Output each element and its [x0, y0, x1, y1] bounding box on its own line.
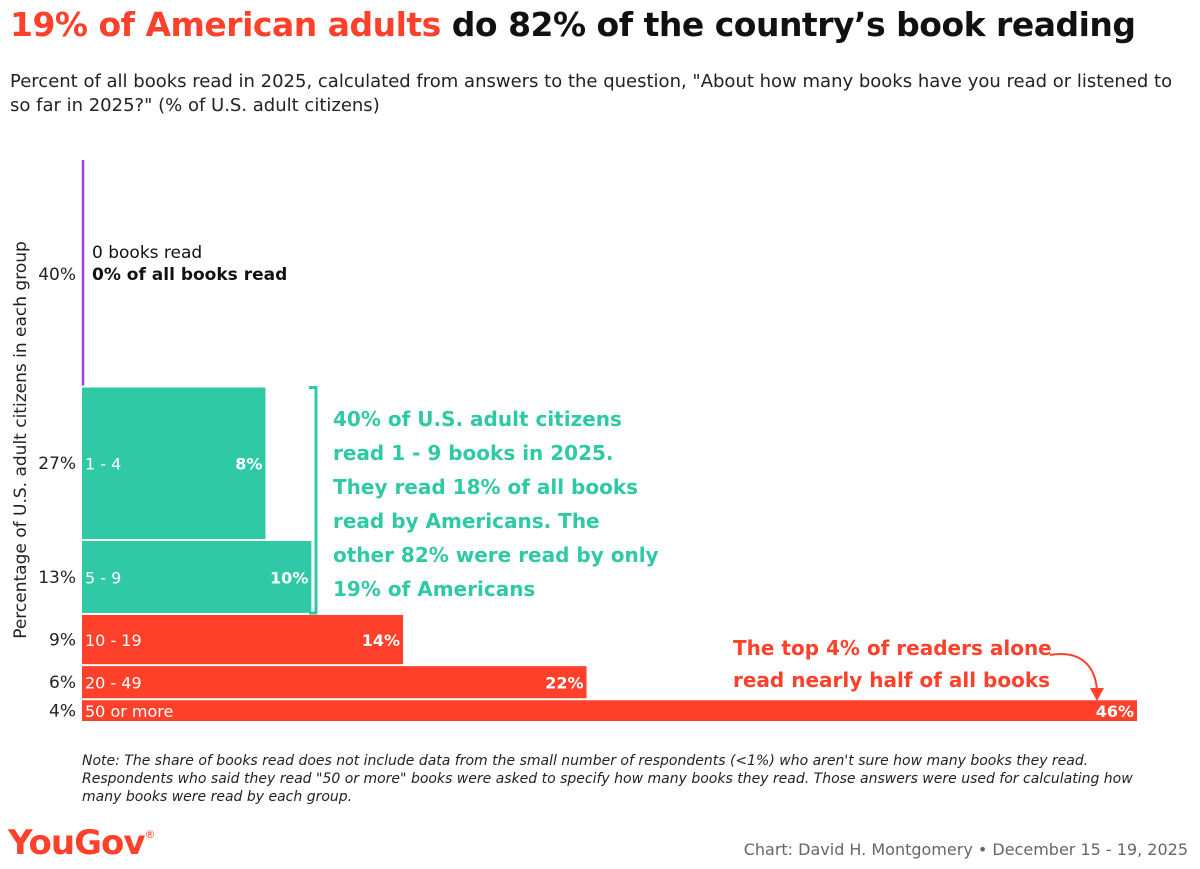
category-label-4: 20 - 49	[85, 674, 142, 693]
annotation-top-readers: The top 4% of readers alone read nearly …	[733, 636, 1052, 692]
bar-5	[82, 700, 1137, 721]
category-label-1: 1 - 4	[85, 455, 121, 474]
annotation-bracket	[309, 385, 318, 615]
adult-share-label-4: 6%	[49, 673, 76, 693]
category-label-5: 50 or more	[85, 702, 173, 721]
category-label-2: 5 - 9	[85, 568, 121, 587]
annotation-arrow	[1049, 653, 1098, 691]
chart-subtitle: Percent of all books read in 2025, calcu…	[10, 71, 1173, 116]
adult-share-label-3: 9%	[49, 631, 76, 651]
adult-share-label-1: 27%	[38, 454, 76, 474]
logo-text: YouGov	[8, 823, 145, 863]
chart-title: 19% of American adults do 82% of the cou…	[10, 5, 1136, 44]
books-share-label-4: 22%	[545, 674, 583, 693]
title-highlight: 19% of American adults	[10, 5, 441, 44]
books-share-label-2: 10%	[270, 568, 308, 587]
books-share-label-1: 8%	[235, 455, 262, 474]
adult-share-label-5: 4%	[49, 702, 76, 722]
adult-share-label-2: 13%	[38, 568, 76, 588]
annotation-1-9-books: 40% of U.S. adult citizens read 1 - 9 bo…	[333, 407, 659, 601]
bar-2	[82, 541, 312, 613]
annotation-arrowhead	[1090, 688, 1104, 701]
books-share-label-3: 14%	[362, 631, 400, 650]
adult-share-label-0: 40%	[38, 265, 76, 285]
bar-1	[82, 387, 266, 540]
category-label-3: 10 - 19	[85, 631, 142, 650]
yougov-logo[interactable]: YouGov®	[8, 823, 156, 863]
title-rest: do 82% of the country’s book reading	[440, 5, 1136, 44]
registered-mark: ®	[144, 827, 156, 841]
chart-credit: Chart: David H. Montgomery • December 15…	[743, 840, 1188, 859]
books-share-label-0: 0% of all books read	[92, 265, 287, 285]
footnote: Note: The share of books read does not i…	[82, 753, 1133, 805]
bar-4	[82, 666, 587, 699]
bar-3	[82, 614, 404, 665]
books-share-label-5: 46%	[1096, 702, 1134, 721]
category-label-0: 0 books read	[92, 243, 202, 263]
